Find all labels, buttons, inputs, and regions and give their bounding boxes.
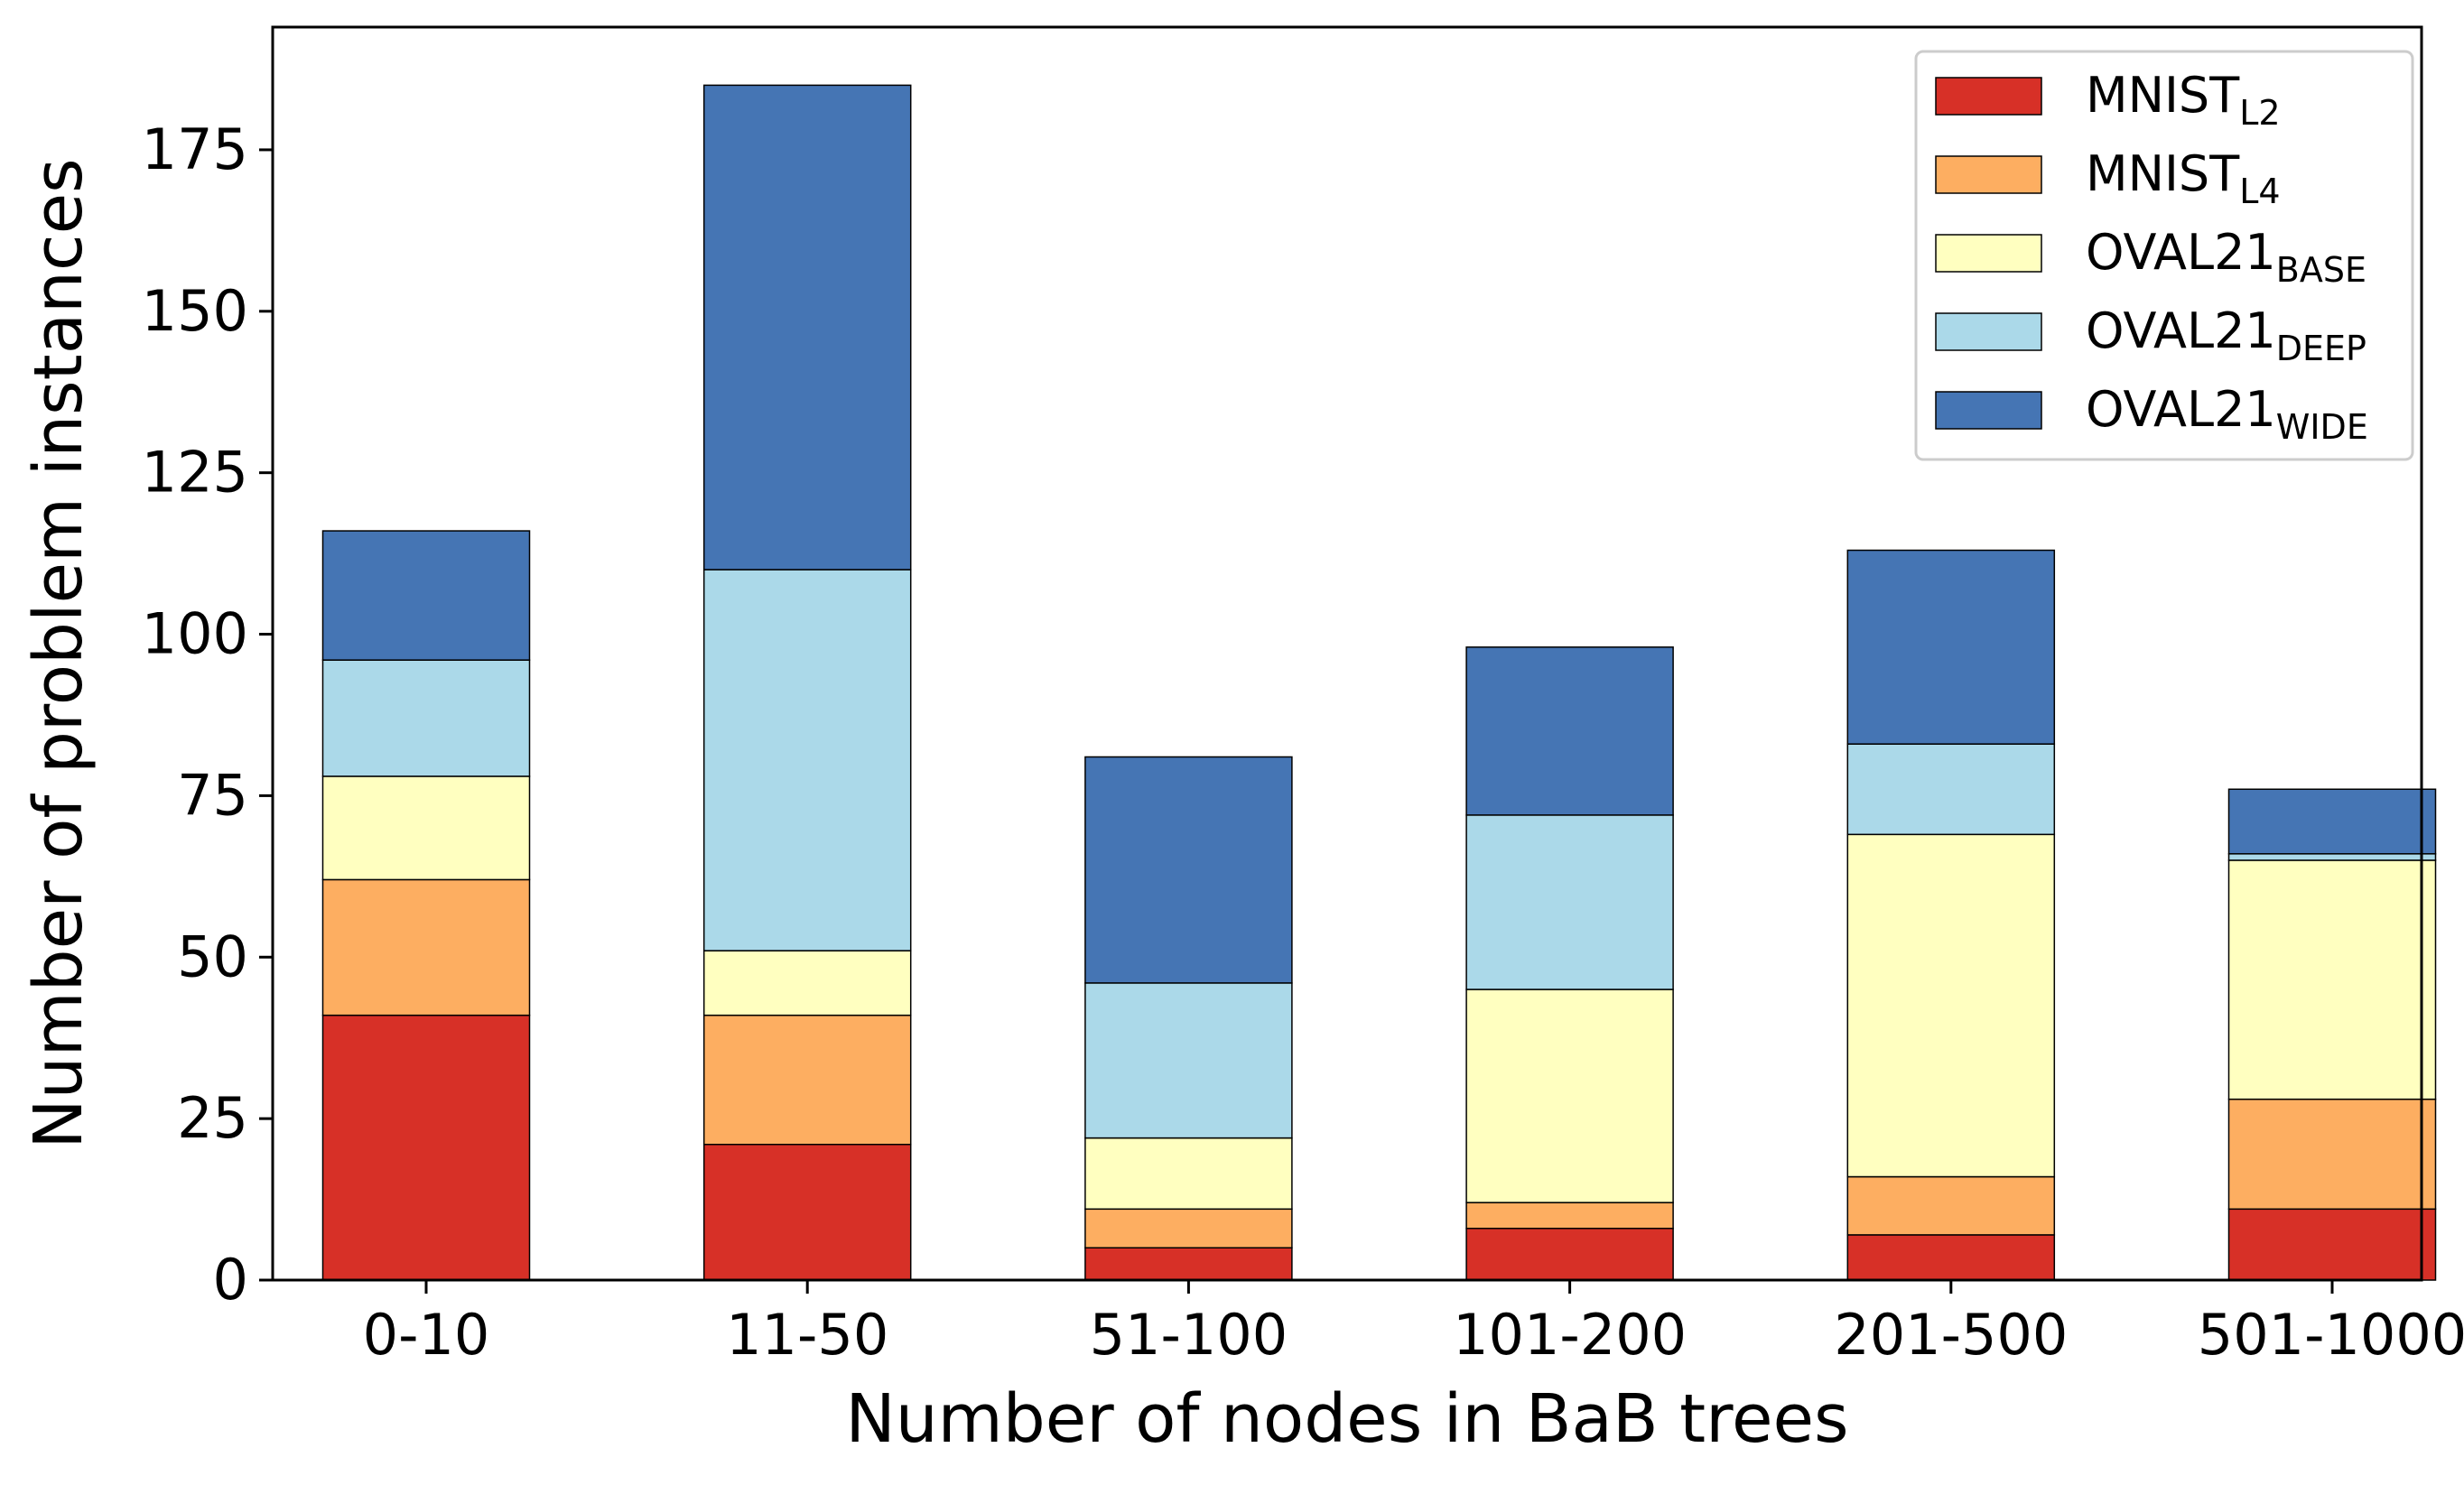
bar-segment-201-500-series-2 (1846, 1175, 2056, 1236)
legend-label-main: MNIST (2086, 67, 2240, 124)
bar-segment-101-200-series-5 (1465, 646, 1674, 816)
bar-segment-11-50-series-5 (702, 84, 912, 571)
bar-segment-201-500-series-4 (1846, 743, 2056, 836)
x-axis-title: Number of nodes in BaB trees (845, 1380, 1848, 1458)
legend-label: MNISTL4 (2086, 145, 2281, 211)
legend-label-subscript: BASE (2276, 250, 2366, 290)
legend-label-main: OVAL21 (2086, 381, 2276, 438)
y-tick-label: 100 (142, 601, 248, 667)
legend-label-subscript: L4 (2239, 172, 2280, 211)
bar-segment-0-10-series-2 (321, 878, 531, 1016)
bar-segment-51-100-series-5 (1084, 756, 1293, 984)
y-tick-label: 150 (142, 278, 248, 344)
legend-label-main: OVAL21 (2086, 302, 2276, 359)
legend-swatch (1935, 312, 2042, 351)
legend-label-subscript: L2 (2239, 93, 2280, 133)
bar-segment-101-200-series-1 (1465, 1228, 1674, 1281)
y-tick-label: 50 (177, 923, 248, 989)
bar-segment-51-100-series-3 (1084, 1137, 1293, 1211)
x-tick-label: 0-10 (363, 1302, 490, 1368)
legend-label-subscript: WIDE (2276, 407, 2368, 447)
legend-swatch (1935, 234, 2042, 273)
bar-segment-51-100-series-1 (1084, 1247, 1293, 1281)
bar-segment-501-1000-series-3 (2227, 859, 2437, 1100)
y-tick-label: 25 (177, 1085, 248, 1151)
bar-segment-501-1000-series-1 (2227, 1208, 2437, 1281)
bar-segment-0-10-series-5 (321, 530, 531, 661)
y-tick-label: 175 (142, 116, 248, 182)
legend-label-main: MNIST (2086, 145, 2240, 202)
bar-segment-11-50-series-4 (702, 569, 912, 951)
legend-frame (1914, 50, 2414, 461)
legend-swatch (1935, 77, 2042, 116)
y-axis: 0 25 50 75 100 125 150 175 (142, 116, 273, 1313)
legend-label: OVAL21DEEP (2086, 302, 2366, 368)
bar-segment-51-100-series-2 (1084, 1208, 1293, 1248)
x-tick-label: 501-1000 (2198, 1302, 2464, 1368)
y-tick-label: 75 (177, 762, 248, 828)
bar-segment-51-100-series-4 (1084, 982, 1293, 1139)
x-axis: 0-10 11-50 51-100 101-200 201-500 501-1000 (363, 1280, 2464, 1368)
legend-swatch (1935, 391, 2042, 430)
x-tick-label: 101-200 (1453, 1302, 1687, 1368)
x-tick-label: 201-500 (1834, 1302, 2068, 1368)
x-tick-label: 11-50 (726, 1302, 888, 1368)
bar-segment-11-50-series-1 (702, 1144, 912, 1281)
y-tick-label: 125 (142, 440, 248, 506)
y-tick-label: 0 (213, 1247, 248, 1313)
legend-label-main: OVAL21 (2086, 224, 2276, 281)
bar-segment-501-1000-series-2 (2227, 1098, 2437, 1211)
bar-segment-11-50-series-3 (702, 950, 912, 1016)
legend-label-subscript: DEEP (2276, 329, 2366, 368)
bar-segment-101-200-series-2 (1465, 1202, 1674, 1230)
bar-segment-11-50-series-2 (702, 1014, 912, 1146)
legend: MNISTL2MNISTL4OVAL21BASEOVAL21DEEPOVAL21… (1914, 50, 2414, 461)
y-axis-title: Number of problem instances (20, 158, 98, 1148)
x-tick-label: 51-100 (1090, 1302, 1288, 1368)
bar-segment-201-500-series-1 (1846, 1234, 2056, 1281)
bar-segment-0-10-series-1 (321, 1014, 531, 1281)
bar-segment-201-500-series-3 (1846, 833, 2056, 1178)
legend-label: MNISTL2 (2086, 67, 2281, 133)
bar-segment-0-10-series-3 (321, 775, 531, 881)
bars-layer (321, 84, 2437, 1281)
legend-label: OVAL21BASE (2086, 224, 2366, 290)
plot-frame (271, 25, 2423, 1282)
bar-segment-101-200-series-4 (1465, 814, 1674, 990)
bar-segment-501-1000-series-5 (2227, 788, 2437, 855)
bar-segment-101-200-series-3 (1465, 988, 1674, 1203)
bar-segment-201-500-series-5 (1846, 549, 2056, 745)
legend-swatch (1935, 155, 2042, 194)
legend-label: OVAL21WIDE (2086, 381, 2368, 447)
bar-segment-0-10-series-4 (321, 659, 531, 777)
bar-segment-501-1000-series-4 (2227, 853, 2437, 861)
